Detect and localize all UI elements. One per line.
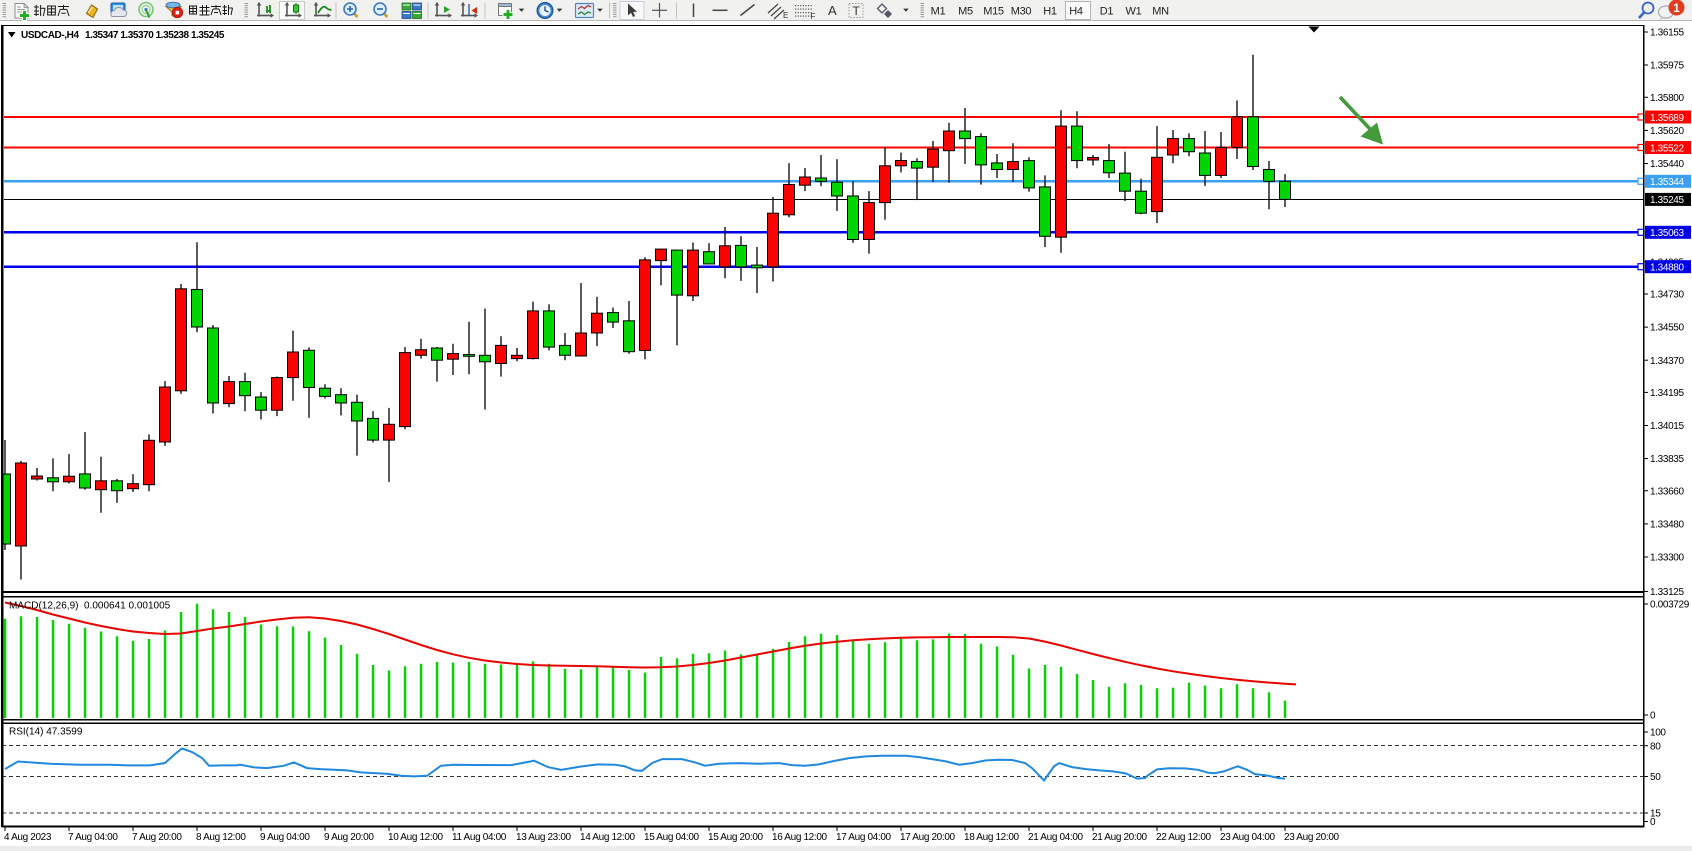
svg-text:1.34195: 1.34195 — [1650, 388, 1684, 399]
svg-text:H1: H1 — [1043, 6, 1057, 18]
svg-text:USDCAD-,H4: USDCAD-,H4 — [21, 30, 80, 41]
svg-text:1.36155: 1.36155 — [1650, 28, 1684, 39]
svg-text:7 Aug 04:00: 7 Aug 04:00 — [68, 832, 118, 843]
svg-text:0: 0 — [1650, 817, 1656, 828]
svg-text:M5: M5 — [958, 6, 973, 18]
svg-text:1.34730: 1.34730 — [1650, 290, 1684, 301]
svg-text:MN: MN — [1152, 6, 1169, 18]
svg-text:M1: M1 — [931, 6, 946, 18]
svg-text:23 Aug 20:00: 23 Aug 20:00 — [1284, 832, 1340, 843]
svg-text:1.33835: 1.33835 — [1650, 454, 1684, 465]
svg-text:A: A — [828, 3, 837, 18]
svg-text:1.34370: 1.34370 — [1650, 356, 1684, 367]
svg-text:T: T — [853, 4, 861, 18]
svg-text:1: 1 — [1673, 1, 1680, 15]
svg-text:13 Aug 23:00: 13 Aug 23:00 — [516, 832, 572, 843]
svg-text:15 Aug 04:00: 15 Aug 04:00 — [644, 832, 700, 843]
svg-text:1.35689: 1.35689 — [1650, 113, 1684, 124]
svg-text:23 Aug 04:00: 23 Aug 04:00 — [1220, 832, 1276, 843]
svg-text:1.33300: 1.33300 — [1650, 553, 1684, 564]
svg-text:15: 15 — [1650, 809, 1661, 820]
svg-text:17 Aug 04:00: 17 Aug 04:00 — [836, 832, 892, 843]
svg-text:7 Aug 20:00: 7 Aug 20:00 — [132, 832, 182, 843]
svg-text:1.34550: 1.34550 — [1650, 323, 1684, 334]
svg-text:0.003729: 0.003729 — [1650, 600, 1690, 611]
svg-text:11 Aug 04:00: 11 Aug 04:00 — [452, 832, 507, 843]
svg-text:8 Aug 12:00: 8 Aug 12:00 — [196, 832, 246, 843]
svg-text:1.35347 1.35370 1.35238 1.3524: 1.35347 1.35370 1.35238 1.35245 — [85, 30, 225, 41]
svg-text:1.35800: 1.35800 — [1650, 93, 1684, 104]
svg-text:21 Aug 04:00: 21 Aug 04:00 — [1028, 832, 1084, 843]
svg-text:MACD(12,26,9) 0.000641 0.0010: MACD(12,26,9) 0.000641 0.001005 — [9, 601, 171, 612]
svg-text:50: 50 — [1650, 772, 1661, 783]
svg-text:14 Aug 12:00: 14 Aug 12:00 — [580, 832, 636, 843]
svg-text:1.34880: 1.34880 — [1650, 263, 1684, 274]
svg-text:1.35344: 1.35344 — [1650, 177, 1684, 188]
svg-text:1.35620: 1.35620 — [1650, 126, 1684, 137]
svg-text:0: 0 — [1650, 711, 1656, 722]
svg-text:18 Aug 12:00: 18 Aug 12:00 — [964, 832, 1020, 843]
svg-text:F: F — [811, 12, 816, 21]
svg-text:10 Aug 12:00: 10 Aug 12:00 — [388, 832, 444, 843]
svg-text:17 Aug 20:00: 17 Aug 20:00 — [900, 832, 956, 843]
svg-text:M15: M15 — [983, 6, 1004, 18]
svg-text:80: 80 — [1650, 741, 1661, 752]
svg-text:1.33480: 1.33480 — [1650, 520, 1684, 531]
svg-text:1.34015: 1.34015 — [1650, 421, 1684, 432]
svg-text:9 Aug 20:00: 9 Aug 20:00 — [324, 832, 374, 843]
svg-text:1.33125: 1.33125 — [1650, 587, 1684, 598]
svg-text:1.35522: 1.35522 — [1650, 143, 1684, 154]
svg-text:H4: H4 — [1069, 6, 1083, 18]
svg-text:100: 100 — [1650, 728, 1666, 739]
svg-text:1.35245: 1.35245 — [1650, 195, 1684, 206]
svg-text:W1: W1 — [1126, 6, 1142, 18]
svg-text:E: E — [783, 11, 788, 20]
svg-text:4 Aug 2023: 4 Aug 2023 — [4, 832, 52, 843]
svg-text:16 Aug 12:00: 16 Aug 12:00 — [772, 832, 828, 843]
svg-text:1.33660: 1.33660 — [1650, 486, 1684, 497]
svg-text:21 Aug 20:00: 21 Aug 20:00 — [1092, 832, 1148, 843]
svg-text:1.35063: 1.35063 — [1650, 228, 1684, 239]
svg-text:D1: D1 — [1100, 6, 1114, 18]
svg-text:22 Aug 12:00: 22 Aug 12:00 — [1156, 832, 1212, 843]
svg-text:RSI(14) 47.3599: RSI(14) 47.3599 — [9, 727, 83, 738]
svg-text:9 Aug 04:00: 9 Aug 04:00 — [260, 832, 310, 843]
svg-text:1.35440: 1.35440 — [1650, 159, 1684, 170]
svg-text:15 Aug 20:00: 15 Aug 20:00 — [708, 832, 764, 843]
svg-text:M30: M30 — [1011, 6, 1032, 18]
svg-text:1.35975: 1.35975 — [1650, 61, 1684, 72]
